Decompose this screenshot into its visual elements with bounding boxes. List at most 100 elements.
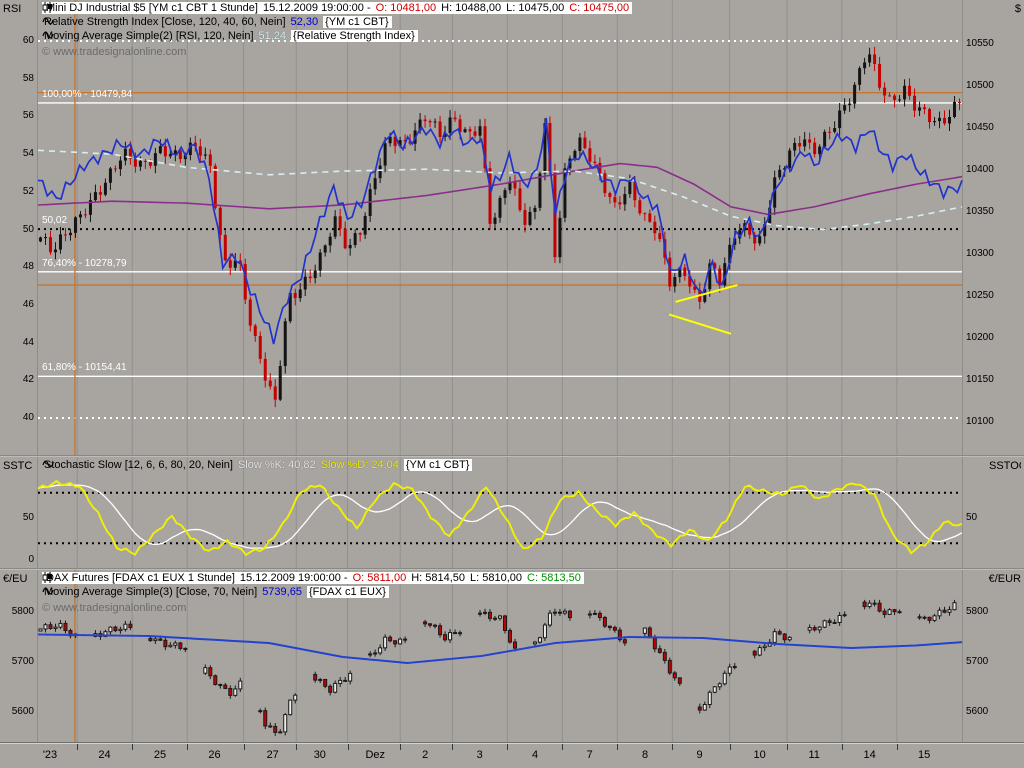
axis-tick-label: 5700: [11, 656, 34, 667]
stoch-d-value: Slow %D: 24,04: [320, 459, 399, 471]
ym-instrument-legend[interactable]: Mini DJ Industrial $5 [YM c1 CBT 1 Stund…: [42, 2, 633, 15]
rsi-ma-indicator-name: Moving Average Simple(2) [RSI, 120, Nein…: [44, 30, 254, 42]
axis-tick-label: 5600: [966, 706, 989, 717]
stochastic-indicator-legend[interactable]: Stochastic Slow [12, 6, 6, 80, 20, Nein]…: [42, 459, 473, 472]
axis-tick-label: 10250: [966, 290, 994, 301]
x-axis-label: 11: [808, 749, 820, 761]
rsi-indicator-scope: {YM c1 CBT}: [323, 16, 392, 28]
panel-separator[interactable]: [0, 568, 1024, 570]
axis-tick-label: 60: [22, 35, 34, 46]
stoch-k-value: Slow %K: 40,82: [237, 459, 316, 471]
fib-level-label: 76,40% - 10278,79: [42, 257, 127, 269]
axis-tick-label: 10400: [966, 164, 994, 175]
dax-low-value: L: 5810,00: [470, 572, 523, 584]
ym-open-value: O: 10481,00: [375, 2, 437, 14]
ym-title: Mini DJ Industrial $5 [YM c1 CBT 1 Stund…: [46, 2, 258, 14]
rsi-ma-indicator-value: 51,24: [258, 30, 287, 42]
x-axis-label: Dez: [365, 749, 386, 761]
axis-tick-label: 10350: [966, 206, 994, 217]
axis-tick-label: 52: [22, 185, 34, 197]
x-axis-label: 15: [917, 749, 931, 761]
axis-tick-label: 10150: [966, 374, 994, 385]
stochastic-panel: SSTC SSTOC Stochastic Slow [12, 6, 6, 80…: [0, 457, 1024, 568]
axis-tick-label: 5600: [11, 706, 34, 717]
dax-chart-canvas[interactable]: [0, 570, 1024, 742]
dax-ma-indicator-legend[interactable]: Moving Average Simple(3) [Close, 70, Nei…: [42, 586, 389, 599]
stoch-left-scale-label: SSTC: [3, 460, 33, 472]
copyright-watermark: © www.tradesignalonline.com: [42, 602, 187, 614]
axis-tick-label: 0: [28, 554, 34, 565]
x-axis-tick: [841, 744, 843, 750]
dax-instrument-legend[interactable]: DAX Futures [FDAX c1 EUX 1 Stunde] 15.12.…: [42, 572, 584, 585]
x-axis-tick: [400, 744, 402, 750]
rsi-indicator-name: Relative Strength Index [Close, 120, 40,…: [44, 16, 286, 28]
x-axis-tick: [296, 744, 298, 750]
rsi-ma-indicator-legend[interactable]: Moving Average Simple(2) [RSI, 120, Nein…: [42, 30, 418, 43]
axis-tick-label: 5800: [11, 606, 34, 617]
axis-tick-label: 44: [22, 336, 34, 348]
x-axis-label: 10: [753, 749, 766, 761]
x-axis-tick: [452, 744, 454, 750]
x-axis-label: 2: [422, 749, 429, 761]
x-axis-tick: [243, 744, 245, 750]
dax-high-value: H: 5814,50: [411, 572, 466, 584]
x-axis-tick: [77, 744, 79, 750]
x-axis-tick: [672, 744, 674, 750]
dax-left-scale-label: €/EU: [3, 573, 28, 585]
copyright-watermark: © www.tradesignalonline.com: [42, 46, 187, 58]
x-axis-tick: [617, 744, 619, 750]
panel-separator[interactable]: [0, 455, 1024, 457]
ym-chart-canvas[interactable]: [0, 0, 1024, 455]
axis-tick-label: 50: [966, 512, 978, 523]
fib-level-label: 61,80% - 10154,41: [42, 362, 127, 374]
dax-ma-indicator-name: Moving Average Simple(3) [Close, 70, Nei…: [44, 586, 258, 598]
axis-tick-label: 10450: [966, 122, 994, 133]
ym-panel: RSI $ Mini DJ Industrial $5 [YM c1 CBT 1…: [0, 0, 1024, 455]
stochastic-chart-canvas[interactable]: [0, 457, 1024, 568]
x-axis-label: 9: [696, 749, 703, 761]
ym-right-scale-label: $: [1014, 3, 1021, 15]
ym-datetime: 15.12.2009 19:00:00 -: [262, 2, 371, 14]
x-axis-tick: [507, 744, 509, 750]
axis-tick-label: 5700: [966, 656, 989, 667]
axis-tick-label: 58: [22, 72, 34, 84]
axis-tick-label: 10300: [966, 248, 994, 259]
dax-ma-indicator-scope: {FDAX c1 EUX}: [306, 586, 389, 598]
dax-open-value: O: 5811,00: [352, 572, 407, 584]
axis-tick-label: 10100: [966, 416, 994, 427]
axis-tick-label: 54: [22, 148, 34, 160]
x-axis-label: 25: [153, 749, 167, 761]
x-axis-tick: [562, 744, 564, 750]
time-axis[interactable]: '23 24 25 26 27 30 Dez 2 3 4 7 8 9 10 11 14 15: [0, 742, 1024, 768]
dax-datetime: 15.12.2009 19:00:00 -: [239, 572, 348, 584]
rsi-indicator-legend[interactable]: Relative Strength Index [Close, 120, 40,…: [42, 16, 392, 29]
axis-tick-label: 10500: [966, 80, 994, 91]
x-axis-tick: [132, 744, 134, 750]
axis-tick-label: 5800: [966, 606, 989, 617]
x-axis-label: 14: [863, 749, 876, 761]
x-axis-label: 26: [208, 749, 221, 761]
dax-title: DAX Futures [FDAX c1 EUX 1 Stunde]: [46, 572, 235, 584]
axis-tick-label: 56: [22, 110, 34, 122]
ym-low-value: L: 10475,00: [506, 2, 565, 14]
dax-close-value: C: 5813,50: [527, 572, 581, 584]
axis-tick-label: 48: [22, 261, 34, 273]
axis-tick-label: 50: [22, 223, 34, 235]
x-axis-label: 8: [642, 749, 649, 761]
axis-tick-label: 10200: [966, 332, 994, 343]
axis-tick-label: 10550: [966, 38, 994, 49]
x-axis-label: 24: [98, 749, 111, 761]
axis-tick-label: 46: [22, 298, 34, 310]
stochastic-indicator-name: Stochastic Slow [12, 6, 6, 80, 20, Nein]: [44, 459, 233, 471]
fib-level-label: 50,02: [42, 215, 68, 227]
x-axis-label: 27: [266, 749, 279, 761]
ym-left-scale-label: RSI: [3, 3, 22, 15]
x-axis-label: '23: [42, 749, 58, 761]
rsi-indicator-value: 52,30: [290, 16, 319, 28]
x-axis-label: 3: [476, 749, 483, 761]
dax-right-scale-label: €/EUR: [988, 573, 1021, 585]
ym-high-value: H: 10488,00: [441, 2, 502, 14]
stochastic-indicator-scope: {YM c1 CBT}: [403, 459, 473, 471]
x-axis-label: 7: [586, 749, 593, 761]
